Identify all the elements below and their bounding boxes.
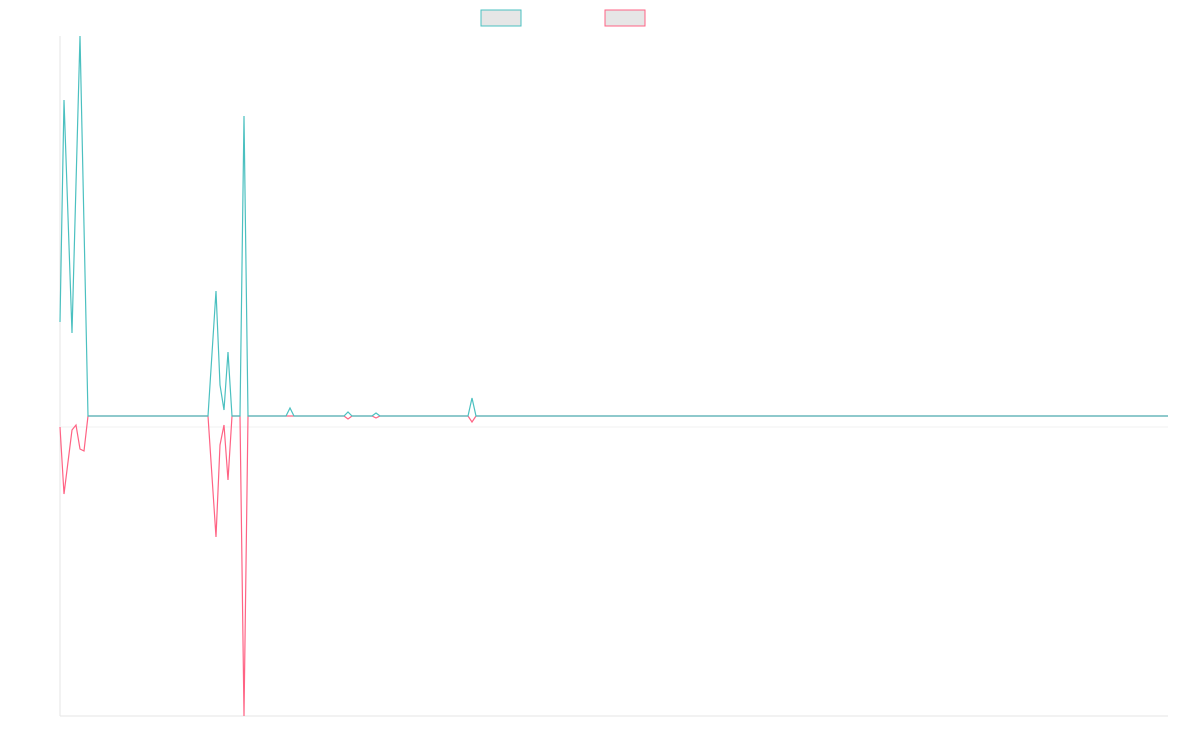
series-line bbox=[59, 415, 1168, 717]
legend-swatch bbox=[604, 9, 646, 27]
legend-swatch bbox=[480, 9, 522, 27]
series-line bbox=[59, 35, 1168, 417]
